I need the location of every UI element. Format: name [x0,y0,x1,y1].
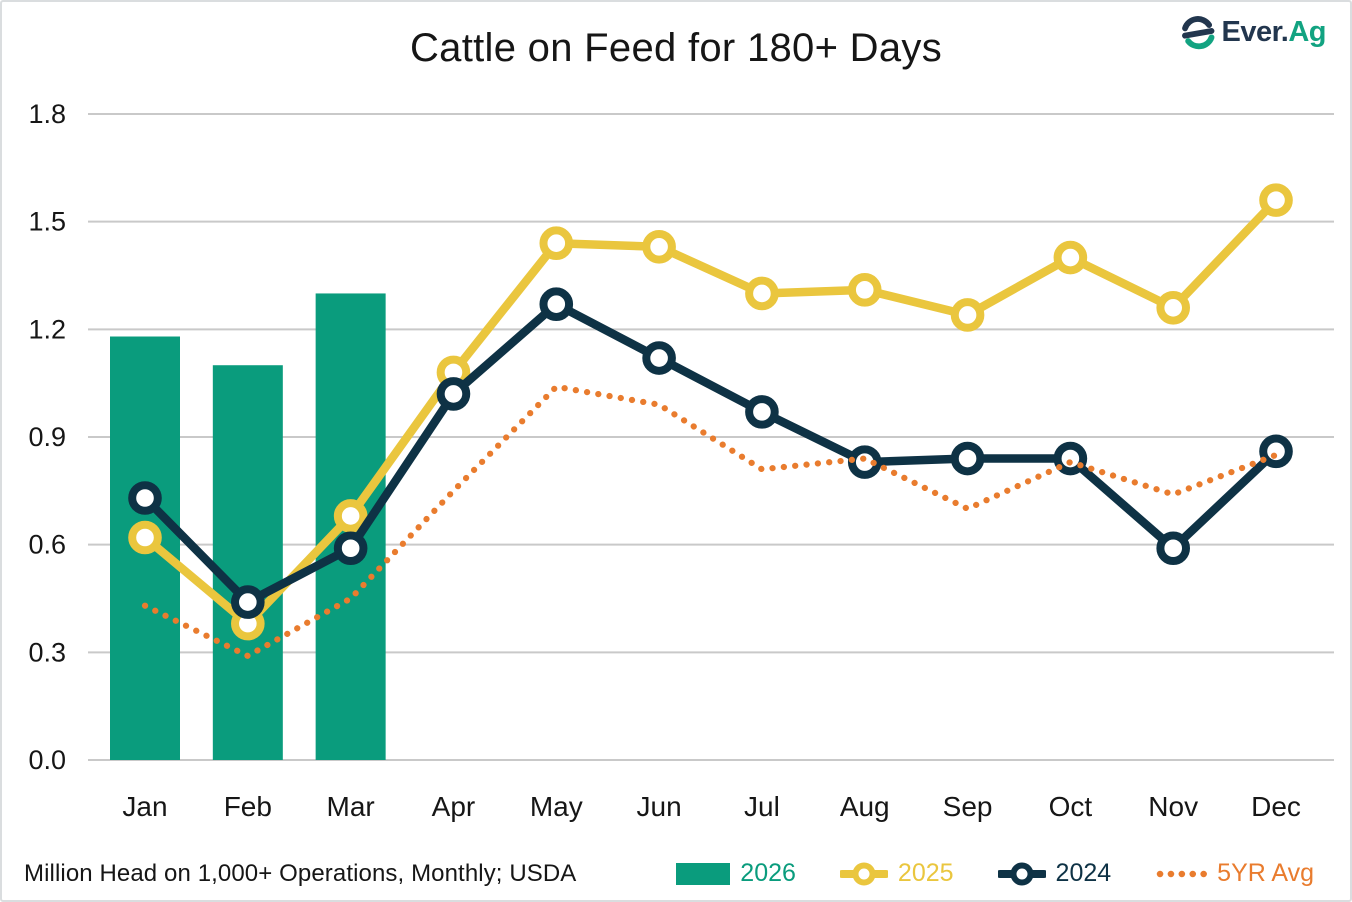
x-tick-label: Nov [1148,791,1198,822]
legend-label-2024: 2024 [1055,859,1112,887]
line-2025 [140,195,1281,628]
legend-item-5yr-avg: 5YR Avg [1155,859,1314,888]
x-tick-label: Sep [943,791,993,822]
y-tick-label: 1.5 [28,207,66,237]
legend: 2026 2025 2024 5YR Avg [676,859,1314,888]
marker-2024-Nov [1156,531,1190,566]
marker-2025-Nov [1156,291,1190,325]
legend-label-2025: 2025 [897,859,954,887]
marker-2025-Sep [950,298,985,332]
y-tick-label: 0.0 [28,745,66,775]
brand-name: Ever.Ag [1221,16,1326,49]
x-tick-label: Jun [637,791,682,822]
x-tick-label: Dec [1251,791,1301,822]
y-tick-label: 0.6 [28,530,66,560]
line-5YR-Avg [141,383,1280,660]
y-tick-label: 1.8 [28,99,66,129]
brand-logo: Ever.Ag [1180,14,1326,50]
legend-item-2025: 2025 [839,859,954,888]
marker-2024-Mar [333,531,368,566]
legend-item-2026: 2026 [676,859,796,888]
marker-2025-May [539,226,574,260]
legend-label-2026: 2026 [740,859,796,887]
legend-item-2024: 2024 [997,859,1112,888]
x-tick-label: Jan [122,791,167,822]
chart-plot-area: 1.8 1.5 1.2 0.9 0.6 0.3 0.0 Jan Feb Mar Apr May Jun J… [28,99,1334,822]
legend-swatch-line-marker-icon [839,862,888,885]
marker-2025-Aug [847,273,882,307]
line-2024 [140,299,1281,607]
brand-name-ever: Ever. [1221,15,1289,48]
x-tick-label: Apr [432,791,476,822]
x-tick-label: Mar [327,791,375,822]
marker-2024-Apr [436,377,471,411]
marker-2024-Oct [1053,441,1088,476]
x-tick-label: Aug [840,791,890,822]
y-tick-label: 1.2 [28,314,66,344]
marker-2025-Mar [333,499,368,533]
legend-swatch-bar-icon [676,862,731,885]
y-tick-label: 0.3 [28,637,66,667]
marker-2025-Dec [1259,183,1293,217]
marker-2024-Sep [950,441,985,476]
marker-2024-Feb [231,585,265,619]
marker-2025-Jul [745,276,779,311]
marker-2024-Dec [1259,434,1293,469]
everag-logo-icon [1182,16,1215,50]
marker-2025-Oct [1053,240,1088,275]
marker-2024-Jun [642,341,676,375]
brand-name-ag: Ag [1288,15,1326,48]
legend-swatch-line-marker-icon [997,862,1046,885]
marker-2024-May [539,287,574,322]
marker-2024-Jul [745,395,779,429]
chart-footer: Million Head on 1,000+ Operations, Month… [24,859,1314,888]
marker-2025-Jun [642,229,676,264]
source-note: Million Head on 1,000+ Operations, Month… [24,859,577,887]
marker-2025-Jan [128,520,162,555]
marker-2024-Jan [128,481,162,515]
legend-swatch-dotted-icon [1156,870,1208,877]
x-tick-label: Feb [224,791,272,822]
y-tick-label: 0.9 [28,422,66,452]
bar-2026-Feb [212,365,283,760]
legend-label-5yr-avg: 5YR Avg [1217,859,1314,887]
chart-title: Cattle on Feed for 180+ Days [409,26,943,70]
x-tick-label: Oct [1049,791,1093,822]
x-tick-label: May [530,791,583,822]
x-tick-label: Jul [744,791,780,822]
